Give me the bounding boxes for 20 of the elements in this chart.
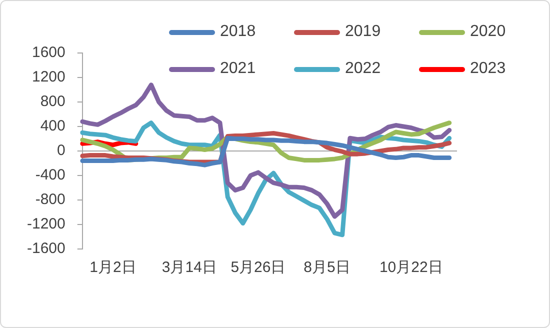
x-tick-label: 8月5日 <box>304 259 350 276</box>
legend-label: 2019 <box>345 23 381 41</box>
legend-label: 2020 <box>470 23 506 41</box>
x-tick-label: 3月14日 <box>162 259 217 276</box>
legend-label: 2018 <box>220 23 256 41</box>
legend-label: 2022 <box>345 60 381 78</box>
y-tick-label: -1600 <box>26 240 66 258</box>
y-tick-label: 0 <box>57 142 66 160</box>
x-tick-label: 1月2日 <box>90 259 136 276</box>
y-tick-label: 400 <box>40 118 66 135</box>
legend-label: 2023 <box>470 60 506 78</box>
x-tick-label: 5月26日 <box>230 259 286 276</box>
y-tick-label: -1200 <box>26 216 66 233</box>
legend-label: 2021 <box>220 60 256 78</box>
y-tick-label: 1600 <box>32 44 66 62</box>
y-tick-label: 1200 <box>32 68 66 86</box>
y-tick-label: -800 <box>35 191 66 208</box>
y-tick-label: 800 <box>40 93 66 110</box>
y-tick-label: -400 <box>35 166 66 184</box>
x-tick-label: 10月22日 <box>379 259 443 276</box>
